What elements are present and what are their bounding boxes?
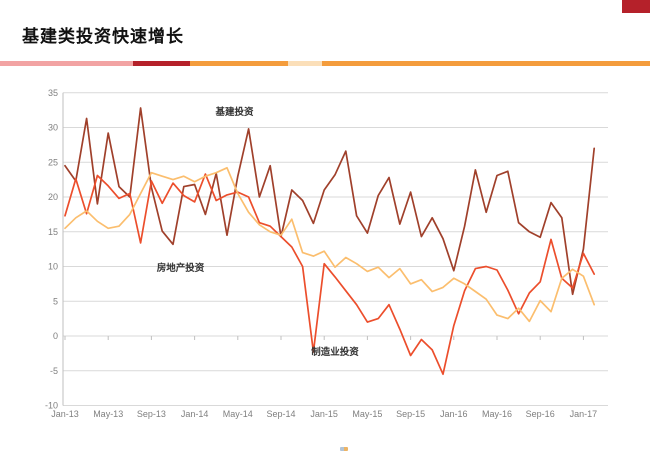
accent-bar-segment-4 <box>322 61 650 66</box>
x-tick-label: Jan-14 <box>181 409 209 419</box>
x-tick-label: May-16 <box>482 409 512 419</box>
accent-bar-segment-2 <box>190 61 288 66</box>
series-label-2: 制造业投资 <box>311 346 359 358</box>
x-tick-label: Jan-13 <box>51 409 79 419</box>
footer-mark <box>340 447 348 451</box>
series-line-1 <box>64 173 596 376</box>
series-label-0: 基建投资 <box>215 106 255 118</box>
y-tick-label: -5 <box>50 366 58 376</box>
accent-bar-segment-0 <box>0 61 133 66</box>
y-tick-label: 25 <box>48 157 58 167</box>
x-tick-label: May-14 <box>223 409 253 419</box>
x-tick-label: May-13 <box>93 409 123 419</box>
accent-bar-segment-1 <box>133 61 190 66</box>
y-tick-label: 10 <box>48 262 58 272</box>
y-tick-label: 30 <box>48 123 58 133</box>
accent-bar <box>0 61 650 66</box>
x-tick-label: Jan-16 <box>440 409 468 419</box>
y-tick-label: 5 <box>53 296 58 306</box>
series-line-2 <box>64 166 596 323</box>
x-tick-label: Jan-15 <box>310 409 338 419</box>
x-tick-label: Sep-16 <box>526 409 555 419</box>
y-tick-label: -10 <box>45 401 58 411</box>
corner-accent <box>622 0 650 13</box>
x-tick-label: Sep-15 <box>396 409 425 419</box>
page-title: 基建类投资快速增长 <box>22 27 184 46</box>
y-tick-label: 35 <box>48 88 58 98</box>
y-tick-label: 15 <box>48 227 58 237</box>
series-line-0 <box>64 107 596 296</box>
y-tick-label: 0 <box>53 331 58 341</box>
series-label-1: 房地产投资 <box>157 262 205 274</box>
x-tick-label: Sep-13 <box>137 409 166 419</box>
x-tick-label: May-15 <box>352 409 382 419</box>
x-tick-label: Jan-17 <box>570 409 598 419</box>
x-tick-label: Sep-14 <box>266 409 295 419</box>
accent-bar-segment-3 <box>288 61 322 66</box>
y-tick-label: 20 <box>48 192 58 202</box>
